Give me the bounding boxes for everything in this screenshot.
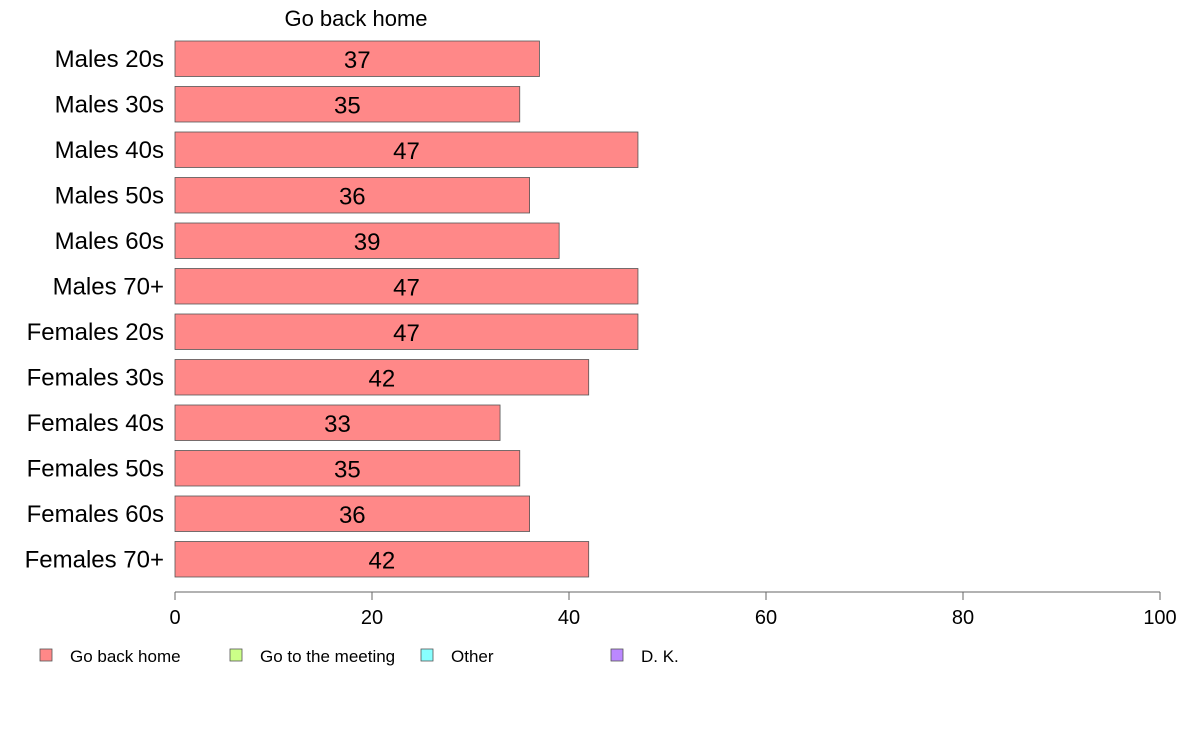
bar-value-label: 33 [324, 411, 351, 438]
bar [174, 86, 521, 123]
x-tick-label: 40 [558, 607, 580, 629]
category-label: Females 70+ [25, 546, 164, 573]
bar [174, 495, 531, 532]
category-label: Males 50s [55, 182, 164, 209]
bar-value-label: 36 [339, 183, 366, 210]
x-axis: 0 20 40 60 80 100 [169, 591, 1177, 629]
bar [174, 404, 501, 441]
legend-swatch [610, 648, 624, 662]
bar-value-label: 47 [393, 274, 420, 301]
legend-label: Other [451, 647, 494, 666]
category-label: Females 40s [27, 410, 164, 437]
bar [174, 268, 639, 305]
bar-value-label: 37 [344, 47, 371, 74]
category-label: Females 60s [27, 501, 164, 528]
category-label: Males 40s [55, 137, 164, 164]
category-label: Females 30s [27, 364, 164, 391]
bar [174, 541, 590, 578]
bars-group: Males 20s 37 Males 30s 35 Males 40s 47 Males 5… [25, 40, 639, 578]
category-label: Females 50s [27, 455, 164, 482]
legend-swatch [229, 648, 243, 662]
bar-value-label: 39 [354, 229, 381, 256]
bar-value-label: 42 [368, 547, 395, 574]
category-label: Males 60s [55, 228, 164, 255]
bar [174, 40, 540, 77]
bar [174, 177, 531, 214]
x-tick-label: 60 [755, 607, 777, 629]
bar [174, 450, 521, 487]
x-tick-label: 0 [169, 607, 180, 629]
x-tick-label: 100 [1143, 607, 1176, 629]
legend-label: D. K. [641, 647, 679, 666]
bar-value-label: 36 [339, 502, 366, 529]
bar-value-label: 47 [393, 138, 420, 165]
bar-value-label: 35 [334, 456, 361, 483]
bar [174, 359, 590, 396]
x-tick-label: 20 [361, 607, 383, 629]
bar-value-label: 47 [393, 320, 420, 347]
category-label: Males 20s [55, 46, 164, 73]
category-label: Females 20s [27, 319, 164, 346]
category-label: Males 30s [55, 91, 164, 118]
category-label: Males 70+ [53, 273, 164, 300]
legend-label: Go to the meeting [260, 647, 395, 666]
bar [174, 131, 639, 168]
x-tick-label: 80 [952, 607, 974, 629]
bar [174, 222, 560, 259]
bar-value-label: 42 [368, 365, 395, 392]
series-title: Go back home [284, 6, 427, 31]
bar-value-label: 35 [334, 92, 361, 119]
legend-swatch [39, 648, 53, 662]
legend-label: Go back home [70, 647, 181, 666]
legend: Go back home Go to the meeting Other D. K. [39, 647, 679, 666]
bar [174, 313, 639, 350]
legend-swatch [420, 648, 434, 662]
